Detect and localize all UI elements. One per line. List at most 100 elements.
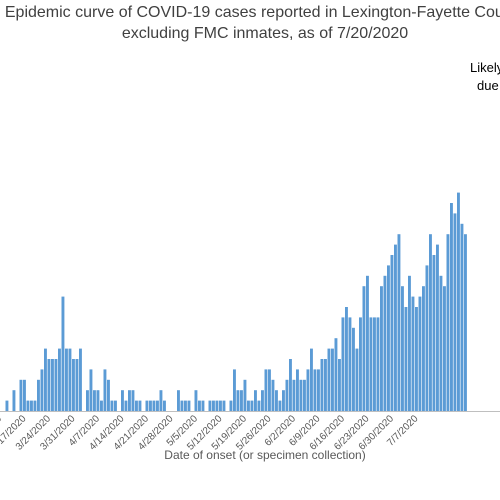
bar xyxy=(229,400,233,411)
bar xyxy=(446,234,450,411)
bar xyxy=(334,338,338,411)
bar xyxy=(103,369,107,411)
bar xyxy=(23,379,26,411)
bar xyxy=(194,390,198,411)
bar xyxy=(348,317,352,411)
bar xyxy=(159,390,163,411)
bar xyxy=(152,400,156,411)
bar xyxy=(306,369,310,411)
bar xyxy=(208,400,212,411)
bar xyxy=(299,379,303,411)
bar xyxy=(86,390,89,411)
bar xyxy=(271,379,275,411)
chart-plot-area: 3/10/20203/17/20203/24/20203/31/20204/7/… xyxy=(0,192,500,453)
bar xyxy=(121,390,124,411)
bar xyxy=(240,390,243,411)
bar xyxy=(366,275,369,411)
bar xyxy=(373,317,376,411)
bar xyxy=(310,348,313,411)
bar xyxy=(341,317,345,411)
bar xyxy=(418,296,422,411)
bar xyxy=(387,265,390,411)
bar xyxy=(19,379,23,411)
bar xyxy=(58,348,61,411)
bar xyxy=(30,400,33,411)
bar xyxy=(54,359,58,411)
bar xyxy=(247,400,250,411)
bar xyxy=(285,379,289,411)
bar xyxy=(163,400,166,411)
bar xyxy=(236,390,240,411)
bar xyxy=(75,359,79,411)
bar xyxy=(411,296,415,411)
bar xyxy=(72,359,75,411)
bar xyxy=(135,400,138,411)
bar xyxy=(68,348,72,411)
bar xyxy=(128,390,131,411)
bar xyxy=(380,286,383,411)
bar xyxy=(145,400,149,411)
bar xyxy=(425,265,429,411)
bar xyxy=(79,348,82,411)
bar xyxy=(422,286,425,411)
bar xyxy=(327,348,331,411)
bar xyxy=(369,317,373,411)
bar xyxy=(33,400,37,411)
bar xyxy=(184,400,187,411)
bar xyxy=(96,390,100,411)
chart-title-line-1: Epidemic curve of COVID-19 cases reporte… xyxy=(4,4,500,21)
bar xyxy=(338,359,341,411)
bar xyxy=(345,307,348,411)
bar xyxy=(464,234,467,411)
bar xyxy=(93,390,96,411)
bar xyxy=(89,369,93,411)
bar xyxy=(44,348,47,411)
bar xyxy=(313,369,317,411)
bar xyxy=(394,244,397,411)
bar xyxy=(450,203,453,411)
bar xyxy=(61,296,65,411)
bar xyxy=(243,379,247,411)
bar xyxy=(415,307,418,411)
bar xyxy=(289,359,292,411)
bar xyxy=(390,255,394,411)
bar xyxy=(320,359,324,411)
bar xyxy=(460,223,464,411)
bar xyxy=(149,400,152,411)
bar xyxy=(12,390,16,411)
bar xyxy=(355,348,359,411)
bar xyxy=(362,286,366,411)
bar xyxy=(443,286,446,411)
bar xyxy=(180,400,184,411)
bar xyxy=(376,317,380,411)
bar xyxy=(257,400,261,411)
bar xyxy=(408,275,411,411)
bar xyxy=(296,369,299,411)
bar xyxy=(100,400,103,411)
bar xyxy=(26,400,30,411)
bar xyxy=(404,307,408,411)
bar xyxy=(453,213,457,411)
bar xyxy=(201,400,205,411)
bar xyxy=(282,390,285,411)
bar xyxy=(198,400,201,411)
bar xyxy=(264,369,268,411)
bar xyxy=(250,400,254,411)
bar xyxy=(65,348,68,411)
bar xyxy=(352,327,355,411)
bar xyxy=(432,255,436,411)
bar xyxy=(331,348,334,411)
bar xyxy=(359,317,362,411)
bar xyxy=(222,400,226,411)
x-axis-label: Date of onset (or specimen collection) xyxy=(164,448,366,462)
bar xyxy=(40,369,44,411)
bar xyxy=(303,379,306,411)
bar xyxy=(401,286,404,411)
bar xyxy=(233,369,236,411)
bar xyxy=(37,379,40,411)
bar xyxy=(212,400,215,411)
bar xyxy=(47,359,51,411)
bar xyxy=(383,275,387,411)
bar xyxy=(429,234,432,411)
bar xyxy=(187,400,191,411)
